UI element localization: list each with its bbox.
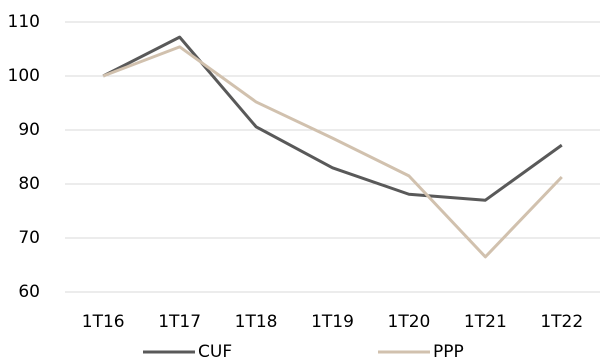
legend-label: CUF (198, 342, 232, 362)
y-tick-label: 80 (18, 174, 40, 194)
y-tick-label: 90 (18, 120, 40, 140)
x-tick-label: 1T16 (82, 312, 125, 332)
x-tick-label: 1T21 (464, 312, 507, 332)
x-tick-label: 1T22 (540, 312, 583, 332)
x-tick-label: 1T17 (158, 312, 201, 332)
x-tick-label: 1T20 (388, 312, 431, 332)
y-tick-label: 110 (8, 12, 40, 32)
series-line (102, 45, 563, 259)
legend-label: PPP (433, 342, 464, 362)
series-line (102, 35, 563, 202)
y-tick-label: 60 (18, 282, 40, 302)
y-tick-label: 70 (18, 228, 40, 248)
x-tick-label: 1T19 (311, 312, 354, 332)
x-tick-label: 1T18 (235, 312, 278, 332)
y-tick-label: 100 (8, 66, 40, 86)
